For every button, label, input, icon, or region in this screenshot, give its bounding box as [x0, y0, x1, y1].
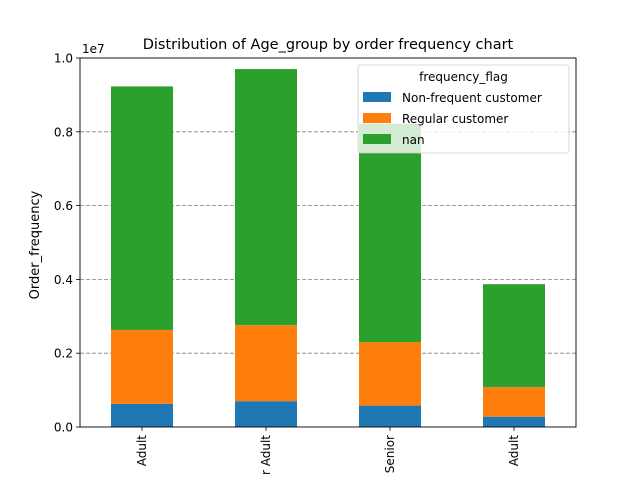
y-tick-label: 0.2: [54, 347, 73, 361]
x-tick-label: Adult: [507, 435, 521, 467]
axes-frame: [79, 57, 577, 428]
legend-label: nan: [402, 133, 425, 147]
bar-segment: [483, 416, 545, 427]
legend-swatch: [363, 113, 391, 123]
y-ticks: 0.0 0.2 0.4 0.6 0.8 1.0: [54, 52, 80, 435]
bar-segment: [111, 403, 173, 427]
y-axis-label: Order_frequency: [28, 190, 43, 299]
legend-label: Non-frequent customer: [402, 91, 542, 105]
y-tick-label: 0.0: [54, 421, 73, 435]
y-tick-label: 1.0: [54, 52, 73, 66]
y-tick-label: 0.8: [54, 125, 73, 139]
bars: [111, 69, 545, 427]
legend: frequency_flag Non-frequent customer Regul…: [357, 64, 570, 154]
y-tick-label: 0.6: [54, 199, 73, 213]
x-tick-label: r Adult: [259, 435, 273, 475]
legend-label: Regular customer: [402, 112, 508, 126]
legend-box: [357, 64, 570, 154]
x-tick-label: Senior: [383, 435, 397, 473]
bar-segment: [111, 86, 173, 330]
bar-segment: [235, 325, 297, 402]
bar-segment: [483, 284, 545, 388]
bar-segment: [359, 342, 421, 406]
x-tick-label: Adult: [135, 435, 149, 467]
legend-swatch: [363, 134, 391, 144]
bar-segment: [235, 69, 297, 326]
chart-title: Distribution of Age_group by order frequ…: [143, 37, 514, 53]
bar-segment: [483, 387, 545, 417]
bar-segment: [359, 405, 421, 427]
legend-title: frequency_flag: [419, 70, 508, 84]
bar-segment: [359, 123, 421, 343]
x-ticks: Adult r Adult Senior Adult: [135, 427, 521, 475]
y-scale-label: 1e7: [82, 42, 105, 56]
y-tick-label: 0.4: [54, 273, 73, 287]
axes: [79, 57, 577, 428]
bar-segment: [235, 401, 297, 427]
legend-swatch: [363, 92, 391, 102]
bar-segment: [111, 329, 173, 404]
